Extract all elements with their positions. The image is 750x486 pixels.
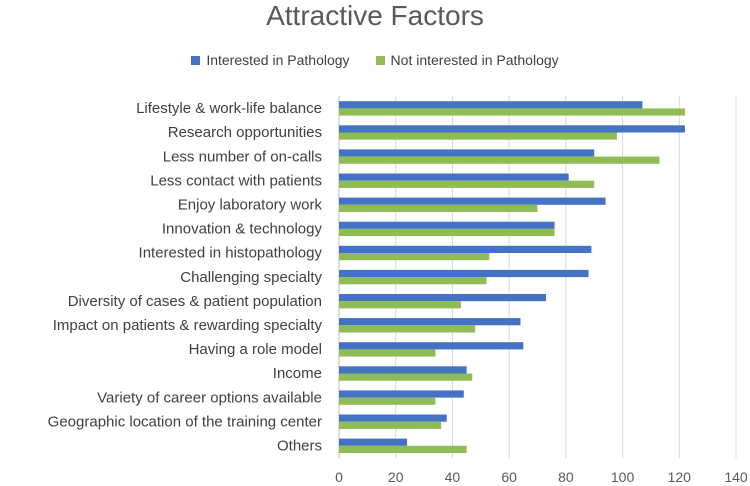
bar-not-interested-11 [339,373,473,381]
bar-not-interested-6 [339,253,490,261]
category-label-0: Lifestyle & work-life balance [136,100,322,117]
category-label-8: Diversity of cases & patient population [68,293,322,310]
bar-interested-2 [339,149,595,157]
bar-interested-1 [339,125,685,133]
bar-interested-13 [339,414,447,422]
bar-not-interested-14 [339,445,467,453]
category-label-14: Others [277,437,322,454]
bar-not-interested-12 [339,397,436,405]
bar-not-interested-0 [339,108,685,116]
bar-interested-3 [339,173,569,181]
category-label-2: Less number of on-calls [163,148,322,165]
legend-swatch-interested [191,55,201,65]
x-tick-label-140: 140 [724,469,748,485]
category-label-3: Less contact with patients [150,172,322,189]
bar-not-interested-9 [339,325,476,333]
legend-swatch-not-interested [375,55,385,65]
legend-label-not-interested: Not interested in Pathology [390,52,559,68]
category-label-12: Variety of career options available [97,389,322,406]
bar-not-interested-5 [339,228,555,237]
bar-not-interested-10 [339,349,436,357]
bar-interested-9 [339,318,521,326]
x-tick-label-0: 0 [335,469,343,485]
category-label-11: Income [273,365,322,382]
x-tick-label-20: 20 [388,469,404,485]
bar-not-interested-3 [339,180,595,188]
legend-label-interested: Interested in Pathology [206,52,350,68]
bar-not-interested-4 [339,204,538,212]
bar-not-interested-2 [339,156,660,164]
bar-interested-6 [339,245,592,253]
chart-title: Attractive Factors [266,0,484,31]
bar-interested-5 [339,221,555,229]
bar-not-interested-1 [339,132,617,140]
bar-interested-10 [339,342,524,350]
x-tick-label-60: 60 [501,469,517,485]
x-tick-label-120: 120 [668,469,692,485]
category-label-10: Having a role model [189,341,322,358]
category-label-1: Research opportunities [168,124,322,141]
bar-interested-12 [339,390,464,398]
x-tick-label-100: 100 [611,469,635,485]
x-tick-label-80: 80 [558,469,574,485]
category-label-6: Interested in histopathology [139,245,323,262]
chart-legend: Interested in Pathology Not interested i… [0,52,750,68]
x-tick-label-40: 40 [445,469,461,485]
category-label-13: Geographic location of the training cent… [48,413,322,430]
bar-interested-8 [339,294,547,302]
bar-not-interested-8 [339,301,461,309]
bar-interested-7 [339,269,589,278]
category-label-4: Enjoy laboratory work [178,196,323,213]
category-label-9: Impact on patients & rewarding specialty [53,317,323,334]
category-label-7: Challenging specialty [180,269,322,286]
legend-item-interested: Interested in Pathology [191,52,350,68]
bar-not-interested-7 [339,277,487,285]
bar-not-interested-13 [339,421,442,429]
bar-interested-11 [339,366,467,374]
bar-interested-14 [339,438,408,446]
bar-interested-4 [339,197,606,205]
legend-item-not-interested: Not interested in Pathology [375,52,559,68]
bar-interested-0 [339,101,643,109]
category-label-5: Innovation & technology [162,221,323,238]
